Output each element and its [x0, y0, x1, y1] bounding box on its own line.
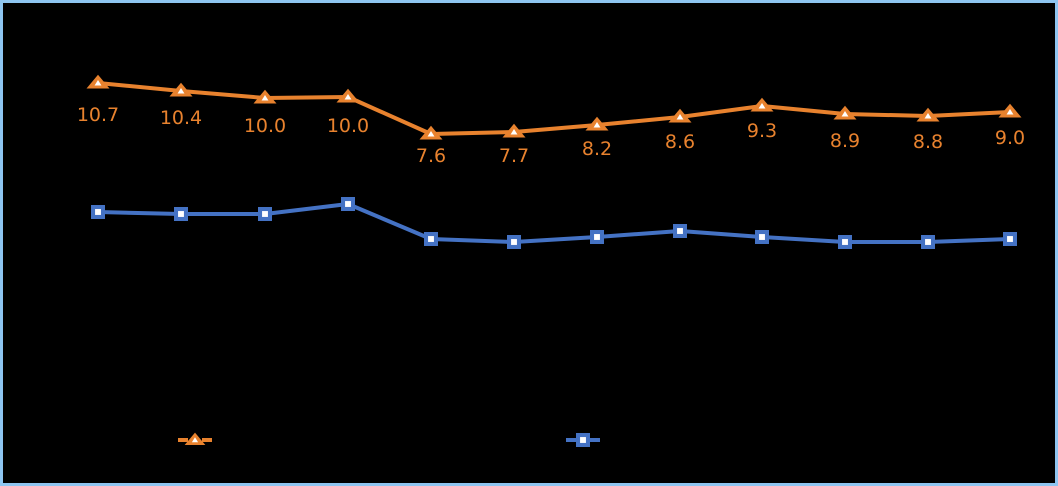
legend-item-2-marker	[576, 433, 590, 447]
series-1-line	[96, 81, 1012, 136]
series-2-marker-11-center	[925, 239, 931, 245]
series-1-data-label-3: 10.0	[244, 115, 286, 137]
series-1-data-label-11: 8.8	[913, 131, 943, 153]
series-1-marker-6	[502, 123, 526, 138]
series-2-marker-6	[507, 235, 521, 249]
series-2-line	[96, 202, 1012, 244]
series-1-marker-12-center	[1006, 108, 1014, 115]
series-1-marker-9	[750, 97, 774, 112]
series-2-marker-5	[424, 232, 438, 246]
series-1-marker-11	[916, 107, 940, 122]
series-1-data-label-4: 10.0	[327, 115, 369, 137]
legend-item-2-marker-center	[580, 437, 586, 443]
series-2-marker-3-center	[262, 211, 268, 217]
legend-item-1-marker-center	[191, 437, 199, 443]
series-1-marker-2-center	[177, 87, 185, 94]
series-1-data-label-9: 9.3	[747, 120, 777, 142]
series-2-marker-6-center	[511, 239, 517, 245]
series-1-data-label-5: 7.6	[416, 145, 446, 167]
series-2-marker-5-center	[428, 236, 434, 242]
series-1-marker-10	[833, 105, 857, 120]
series-1-marker-11-center	[924, 112, 932, 119]
series-2-marker-7-center	[594, 234, 600, 240]
series-2-marker-1-center	[95, 209, 101, 215]
legend-item-1[interactable]	[178, 432, 212, 445]
series-1-marker-5-center	[427, 130, 435, 137]
series-1-marker-10-center	[841, 110, 849, 117]
series-1-marker-4	[336, 88, 360, 103]
legend-item-1-marker	[184, 432, 206, 445]
series-1-marker-3	[253, 89, 277, 104]
series-1-marker-7-center	[593, 121, 601, 128]
series-1-data-label-12: 9.0	[995, 127, 1025, 149]
series-1-marker-7	[585, 116, 609, 131]
series-1-marker-6-center	[510, 128, 518, 135]
series-2-marker-4	[341, 197, 355, 211]
series-1-marker-12	[998, 103, 1022, 118]
series-2-marker-2	[174, 207, 188, 221]
series-2-marker-9	[755, 230, 769, 244]
series-1-data-label-1: 10.7	[77, 104, 119, 126]
series-1-marker-1	[86, 74, 110, 89]
series-2-marker-10-center	[842, 239, 848, 245]
chart-plot-area: 10.7 10.4 10.0 10.0 7.6 7.7 8.2 8.6 9.3 8.9 8.8 9.0	[77, 74, 1025, 447]
legend-item-2[interactable]	[566, 433, 600, 447]
series-1-marker-2	[169, 82, 193, 97]
series-1-data-label-10: 8.9	[830, 130, 860, 152]
series-1-marker-8-center	[676, 113, 684, 120]
series-2-marker-1	[91, 205, 105, 219]
series-2-marker-11	[921, 235, 935, 249]
series-2-marker-12	[1003, 232, 1017, 246]
series-2-marker-7	[590, 230, 604, 244]
series-1-data-label-7: 8.2	[582, 138, 612, 160]
series-2-marker-10	[838, 235, 852, 249]
series-2-marker-8-center	[677, 228, 683, 234]
series-1-data-label-2: 10.4	[160, 107, 202, 129]
series-2-square	[91, 197, 1017, 249]
chart-legend	[178, 432, 600, 447]
series-2-marker-3	[258, 207, 272, 221]
series-1-data-label-8: 8.6	[665, 131, 695, 153]
series-1-triangle: 10.7 10.4 10.0 10.0 7.6 7.7 8.2 8.6 9.3 8.9 8.8 9.0	[77, 74, 1025, 167]
series-2-marker-2-center	[178, 211, 184, 217]
series-2-marker-12-center	[1007, 236, 1013, 242]
series-2-marker-9-center	[759, 234, 765, 240]
series-2-marker-8	[673, 224, 687, 238]
series-1-marker-5	[419, 125, 443, 140]
series-1-data-label-6: 7.7	[499, 145, 529, 167]
series-1-marker-9-center	[758, 102, 766, 109]
series-2-marker-4-center	[345, 201, 351, 207]
series-1-marker-8	[668, 108, 692, 123]
series-1-marker-4-center	[344, 93, 352, 100]
series-1-marker-1-center	[94, 79, 102, 86]
series-1-marker-3-center	[261, 94, 269, 101]
